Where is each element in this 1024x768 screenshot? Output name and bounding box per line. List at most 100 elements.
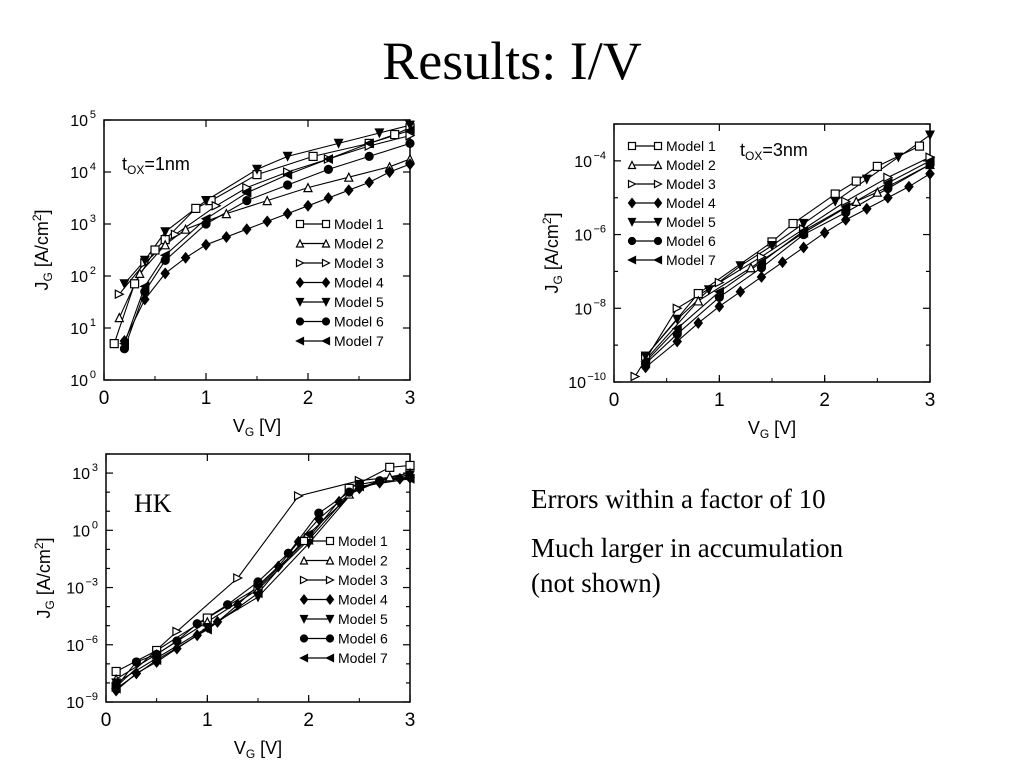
x-tick-label: 0	[101, 710, 112, 731]
data-point-model-2	[745, 262, 756, 273]
y-tick-label: 10	[70, 321, 88, 338]
y-tick-exponent: −8	[593, 297, 606, 309]
legend-marker	[299, 594, 309, 605]
legend-marker	[627, 236, 637, 246]
y-tick-label: 10	[66, 695, 84, 712]
data-point-model-3	[114, 289, 125, 300]
legend-marker	[295, 317, 305, 326]
legend-marker	[321, 336, 331, 346]
legend-marker	[295, 219, 305, 229]
series-line-6	[645, 164, 930, 364]
legend-marker	[321, 258, 331, 268]
legend-marker	[653, 255, 663, 265]
legend-label: Model 1	[338, 533, 388, 549]
data-point-model-7	[282, 169, 293, 180]
data-point-model-4	[282, 207, 293, 220]
y-tick-label: 10	[70, 165, 88, 182]
y-tick-exponent: 1	[90, 317, 96, 329]
data-point-model-6	[323, 164, 333, 175]
legend-marker	[627, 141, 637, 151]
data-point-model-5	[925, 130, 935, 141]
legend-marker	[295, 336, 305, 346]
data-point-model-6	[314, 508, 324, 518]
data-point-model-6	[242, 195, 252, 206]
y-tick-exponent: 3	[90, 213, 96, 225]
data-point-model-6	[375, 476, 385, 486]
data-point-model-4	[232, 598, 243, 611]
data-point-model-4	[395, 472, 405, 485]
x-axis-label: VG [V]	[234, 738, 282, 761]
legend-label: Model 4	[666, 195, 716, 211]
data-point-model-2	[221, 208, 232, 219]
data-point-model-2	[693, 295, 704, 306]
y-tick-label: 10	[70, 113, 88, 130]
data-point-model-3	[630, 371, 641, 382]
x-tick-label: 3	[925, 390, 936, 411]
data-point-model-4	[672, 335, 682, 348]
data-point-model-5	[333, 138, 344, 149]
data-point-model-4	[840, 213, 851, 226]
data-point-model-5	[405, 120, 415, 131]
data-point-model-7	[404, 473, 415, 484]
series-line-4	[115, 477, 410, 691]
legend-marker	[325, 614, 335, 624]
plot-tox-1nm: 10 010 110 210 310 410 50 1 2 3VG [V]JG [A/cm2]Mo…	[30, 109, 416, 439]
x-tick-label: 1	[714, 390, 725, 411]
data-point-model-4	[323, 192, 334, 204]
data-point-model-3	[211, 200, 222, 211]
x-axis-label: VG [V]	[748, 418, 796, 441]
data-point-model-3	[883, 172, 894, 183]
data-point-model-4	[756, 270, 767, 283]
data-point-model-1	[191, 203, 201, 214]
plot-hk: 10 −910 −610 −310 010 30 1 2 3VG [V]JG [A/cm2] Mo…	[32, 453, 416, 761]
y-tick-label: 10	[568, 375, 586, 392]
data-point-model-4	[212, 615, 223, 628]
data-point-model-6	[192, 619, 202, 629]
data-point-model-4	[201, 238, 211, 251]
data-point-model-1	[851, 176, 861, 186]
legend-label: Model 5	[666, 214, 716, 230]
data-point-model-3	[170, 229, 181, 240]
data-point-model-2	[180, 223, 191, 234]
legend-marker	[321, 297, 331, 307]
data-point-model-4	[344, 184, 354, 197]
data-point-model-7	[110, 683, 121, 694]
data-point-model-4	[925, 167, 935, 180]
legend-marker	[627, 160, 637, 170]
legend-marker	[627, 197, 637, 209]
data-point-model-4	[714, 300, 725, 313]
y-axis-label: JG [A/cm2]	[540, 212, 565, 293]
data-point-model-5	[201, 195, 211, 206]
data-point-model-7	[840, 201, 851, 212]
data-point-model-4	[131, 667, 142, 680]
data-point-model-2	[114, 312, 125, 323]
plot-frame	[613, 123, 931, 383]
legend-label: Model 6	[334, 314, 384, 330]
data-point-model-5	[160, 227, 171, 238]
x-tick-label: 1	[202, 710, 213, 731]
data-point-model-1	[130, 279, 140, 289]
data-point-model-4	[883, 191, 893, 204]
data-point-model-4	[160, 267, 170, 280]
legend-marker	[299, 653, 309, 663]
legend-label: Model 7	[338, 650, 388, 666]
data-point-model-6	[283, 180, 293, 190]
chart-3: 10 −910 −610 −310 010 30 1 2 3VG [V]JG [A/cm2] Mo…	[32, 453, 416, 761]
legend-marker	[627, 255, 637, 265]
y-tick-exponent: −4	[593, 150, 606, 162]
y-tick-exponent: 0	[92, 519, 98, 531]
data-point-model-4	[262, 215, 272, 228]
legend-label: Model 3	[666, 176, 716, 192]
x-tick-label: 3	[405, 710, 416, 731]
plot-annotation: tOX=3nm	[740, 140, 808, 163]
data-point-model-4	[735, 285, 746, 298]
chart-1: 10 010 110 210 310 410 50 1 2 3VG [V]JG [A/cm2]Mo…	[30, 109, 416, 439]
data-point-model-4	[273, 560, 284, 573]
data-point-model-7	[303, 529, 314, 540]
data-point-model-6	[223, 600, 233, 610]
data-point-model-7	[798, 225, 809, 236]
data-point-model-5	[893, 152, 904, 163]
series-line-7	[645, 160, 930, 363]
legend-marker	[295, 258, 305, 268]
